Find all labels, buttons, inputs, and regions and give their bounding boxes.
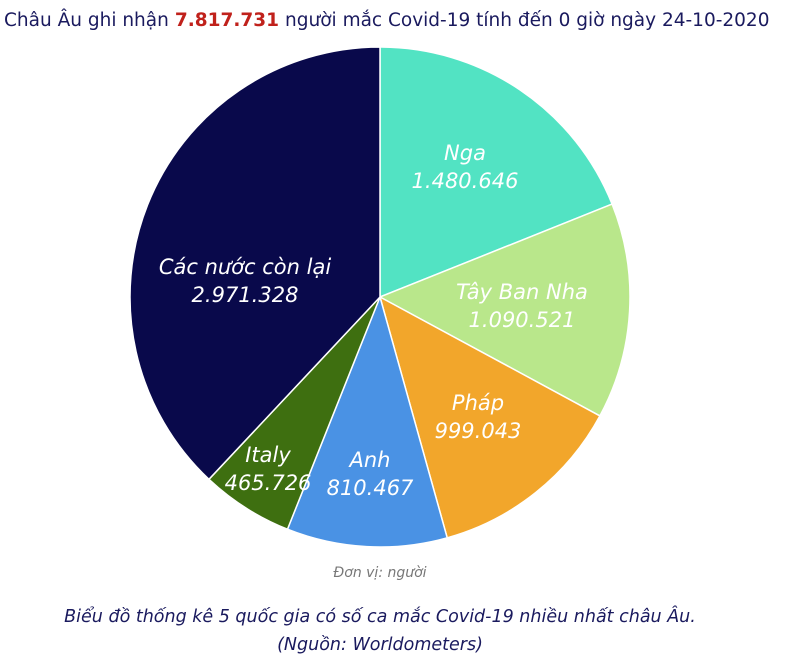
slice-value: 810.467 <box>327 476 414 500</box>
chart-title: Châu Âu ghi nhận 7.817.731 người mắc Covid… <box>4 10 775 31</box>
slice-label: Italy <box>245 443 291 467</box>
pie-slice <box>378 203 631 417</box>
slice-label: Anh <box>348 448 391 472</box>
slice-value: 1.090.521 <box>469 308 576 332</box>
pie-slice <box>379 46 614 299</box>
slice-value: 465.726 <box>225 471 312 495</box>
caption: (Nguồn: Worldometers) <box>277 634 483 655</box>
title-text: người mắc Covid-19 tính đến 0 giờ ngày 2… <box>285 10 770 31</box>
slice-label: Nga <box>444 141 486 165</box>
pie-slice <box>286 294 449 548</box>
pie-slice <box>129 46 381 481</box>
pie-slice <box>378 295 601 539</box>
slice-value: 1.480.646 <box>412 169 519 193</box>
title-total: 7.817.731 <box>174 10 280 31</box>
slice-label: Tây Ban Nha <box>456 280 588 304</box>
slice-label: Các nước còn lại <box>159 255 332 279</box>
title-text: Châu Âu ghi nhận <box>4 10 169 31</box>
caption: Biểu đồ thống kê 5 quốc gia có số ca mắc… <box>64 605 696 627</box>
slice-value: 999.043 <box>435 419 522 443</box>
slice-value: 2.971.328 <box>192 283 299 307</box>
unit-note: Đơn vị: người <box>333 565 426 581</box>
slice-label: Pháp <box>452 391 504 415</box>
